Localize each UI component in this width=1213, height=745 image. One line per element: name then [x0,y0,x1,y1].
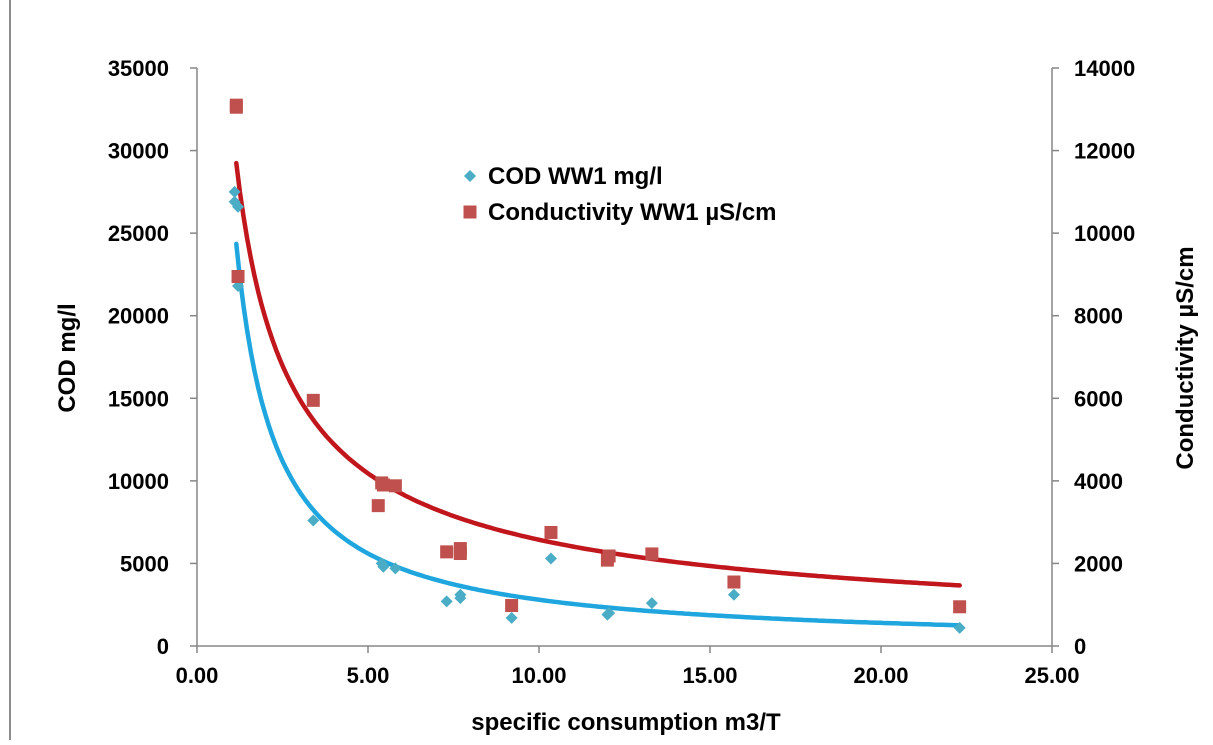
y2-tick-label: 10000 [1074,221,1135,246]
y2-tick-label: 14000 [1074,56,1135,81]
legend: COD WW1 mg/l Conductivity WW1 µS/cm [463,163,777,226]
legend-marker-conductivity [463,205,477,219]
axes: 0.00 5.00 10.00 15.00 20.00 25.00 0 5000 10000 15… [108,56,1135,688]
x-tick-label: 5.00 [347,663,390,688]
y2-tick-label: 8000 [1074,304,1123,329]
x-axis-title: specific consumption m3/T [471,709,781,736]
conductivity-point [440,545,454,559]
y2-tick-label: 4000 [1074,469,1123,494]
cod-point [505,611,518,624]
data-markers [228,98,967,634]
y-tick-label: 15000 [108,386,169,411]
conductivity-point [306,393,320,407]
trendline-cod [234,241,962,628]
conductivity-point [645,547,659,561]
cod-point [953,621,966,634]
y2-tick-label: 0 [1074,634,1086,659]
y-tick-label: 30000 [108,139,169,164]
y-tick-label: 35000 [108,56,169,81]
conductivity-point [376,478,390,492]
conductivity-point [229,100,243,114]
legend-label-conductivity: Conductivity WW1 µS/cm [488,199,777,226]
x-tick-label: 20.00 [853,663,908,688]
cod-point [307,514,320,527]
y2-tick-label: 12000 [1074,139,1135,164]
y2-tick-label: 6000 [1074,386,1123,411]
y-tick-label: 25000 [108,221,169,246]
trendlines [234,160,962,628]
x-tick-label: 15.00 [682,663,737,688]
cod-point [377,560,390,573]
cod-point [232,200,245,213]
y-tick-label: 5000 [120,551,169,576]
conductivity-point [231,269,245,283]
y-axis-title: COD mg/l [54,303,81,412]
cod-point [389,562,402,575]
conductivity-point [544,525,558,539]
cod-point [440,595,453,608]
y2-tick-label: 2000 [1074,551,1123,576]
trendline-conductivity [234,160,962,588]
conductivity-point [505,599,519,613]
cod-point [544,552,557,565]
y-tick-label: 20000 [108,304,169,329]
conductivity-point [453,542,467,556]
legend-label-cod: COD WW1 mg/l [488,163,663,190]
cod-point [603,606,616,619]
y2-axis-title: Conductivity µS/cm [1172,246,1199,469]
x-tick-label: 10.00 [511,663,566,688]
y-tick-label: 10000 [108,469,169,494]
cod-point [645,597,658,610]
x-tick-label: 0.00 [176,663,219,688]
conductivity-point [953,600,967,614]
x-tick-label: 25.00 [1024,663,1079,688]
cod-point [454,588,467,601]
cod-point [228,185,241,198]
conductivity-point [371,499,385,513]
conductivity-point [602,549,616,563]
legend-marker-cod [464,170,476,182]
conductivity-point [727,575,741,589]
cod-point [727,588,740,601]
y-tick-label: 0 [157,634,169,659]
conductivity-point [388,479,402,493]
